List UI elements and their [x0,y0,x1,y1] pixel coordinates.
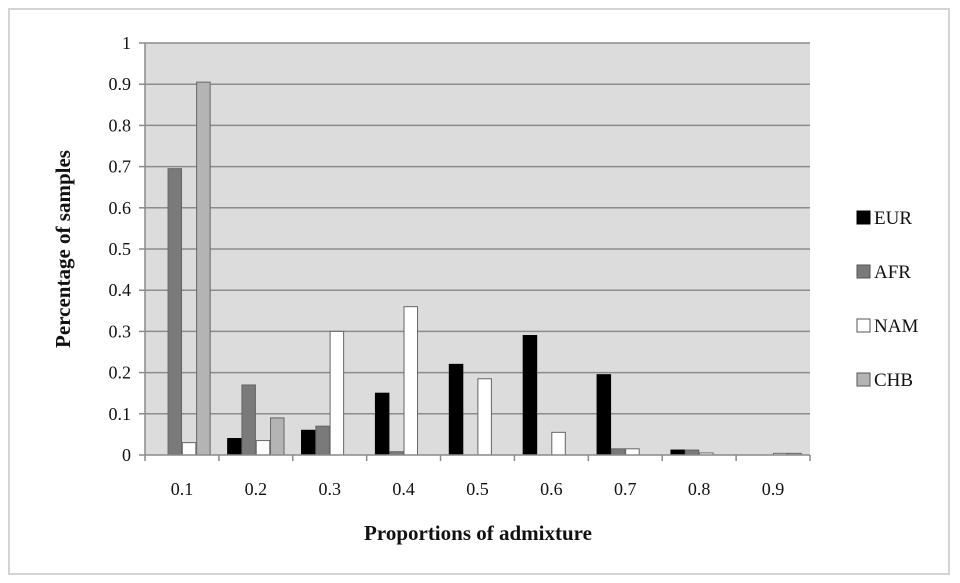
bar-nam-0.3 [329,330,345,456]
legend-swatch-chb [856,372,871,387]
gridlines [139,42,811,461]
x-tick-label: 0.5 [466,479,489,499]
bar-afr-0.1 [167,168,183,456]
y-tick-label: 0.4 [109,280,132,300]
legend-swatch-nam [856,318,871,333]
bar-eur-0.7 [596,374,612,456]
y-tick-label: 0.9 [109,74,132,94]
x-tick-label: 0.9 [762,479,785,499]
x-tick-label: 0.7 [614,479,637,499]
bar-chb-0.1 [196,81,211,456]
legend: EUR AFR NAM CHB [856,208,918,391]
legend-label-nam: NAM [874,316,918,337]
bar-eur-0.4 [374,392,390,456]
x-axis-title: Proportions of admixture [364,521,592,545]
x-tick-label: 0.6 [540,479,563,499]
bar-nam-0.6 [551,431,566,456]
y-tick-label: 0 [122,445,131,465]
x-tick-label: 0.4 [392,479,415,499]
x-tick-label: 0.3 [318,479,341,499]
y-tick-label: 1 [122,33,131,53]
bar-afr-0.3 [315,425,330,456]
legend-swatch-eur [856,210,871,225]
bars [167,81,802,456]
x-tick-label: 0.1 [171,479,194,499]
legend-swatch-afr [856,264,871,279]
x-tick-label: 0.2 [245,479,268,499]
bar-eur-0.2 [227,438,242,456]
bar-eur-0.5 [448,363,464,456]
y-tick-label: 0.6 [109,198,132,218]
x-tick-labels: 0.1 0.2 0.3 0.4 0.5 0.6 0.7 0.8 0.9 [171,479,785,499]
y-tick-label: 0.2 [109,363,132,383]
bar-nam-0.4 [403,306,419,456]
legend-label-afr: AFR [874,262,911,283]
bar-chb-0.2 [270,417,285,456]
bar-afr-0.7 [610,448,626,456]
x-tick-label: 0.8 [688,479,711,499]
y-tick-label: 0.8 [109,115,132,135]
y-tick-label: 0.3 [109,321,132,341]
y-tick-label: 0.5 [109,239,132,259]
bar-afr-0.2 [241,384,256,456]
bar-nam-0.2 [255,440,271,456]
y-axis-title: Percentage of samples [51,150,75,348]
y-tick-labels: 0 0.1 0.2 0.3 0.4 0.5 0.6 0.7 0.8 0.9 1 [109,33,132,465]
bar-nam-0.7 [625,448,640,456]
bar-nam-0.1 [181,442,197,456]
legend-label-eur: EUR [874,208,912,229]
bar-eur-0.6 [522,335,538,456]
y-tick-label: 0.1 [109,404,132,424]
legend-label-chb: CHB [874,370,913,391]
bar-nam-0.5 [477,378,492,456]
bar-eur-0.3 [301,429,316,456]
y-tick-label: 0.7 [109,157,132,177]
